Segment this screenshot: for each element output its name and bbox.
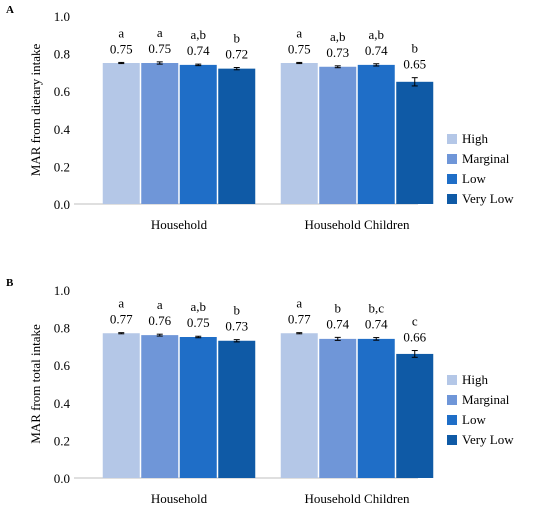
y-tick-label: 0.8 xyxy=(54,321,70,336)
y-tick-label: 0.6 xyxy=(54,358,71,373)
y-tick-label: 0.0 xyxy=(54,197,70,212)
legend-label-low: Low xyxy=(462,171,486,186)
y-tick-label: 0.2 xyxy=(54,433,70,448)
legend-swatch-low xyxy=(447,174,457,184)
data-label: 0.75 xyxy=(148,41,171,56)
data-label: 0.74 xyxy=(365,317,388,332)
legend-swatch-very-low xyxy=(447,194,457,204)
bar-marginal xyxy=(141,335,179,478)
legend-label-high: High xyxy=(462,372,489,387)
y-axis-label: MAR from total intake xyxy=(28,324,43,444)
x-category-label: Household Children xyxy=(304,491,410,506)
panel-label: B xyxy=(6,277,14,289)
significance-letter: a xyxy=(157,297,163,312)
legend-swatch-marginal xyxy=(447,395,457,405)
bar-marginal xyxy=(141,63,179,204)
significance-letter: a,b xyxy=(368,27,384,42)
x-category-label: Household xyxy=(151,217,208,232)
significance-letter: a xyxy=(157,25,163,40)
bar-low xyxy=(357,338,395,478)
legend-swatch-high xyxy=(447,375,457,385)
bar-low xyxy=(357,64,395,204)
data-label: 0.73 xyxy=(326,45,349,60)
data-label: 0.73 xyxy=(225,319,248,334)
bar-high xyxy=(280,333,318,478)
data-label: 0.75 xyxy=(187,315,210,330)
significance-letter: b xyxy=(412,41,419,56)
legend-label-marginal: Marginal xyxy=(462,392,510,407)
significance-letter: b xyxy=(234,303,241,318)
y-tick-label: 0.8 xyxy=(54,47,70,62)
legend-label-very-low: Very Low xyxy=(462,191,514,206)
legend-label-very-low: Very Low xyxy=(462,432,514,447)
y-tick-label: 0.4 xyxy=(54,122,71,137)
significance-letter: a xyxy=(118,296,124,311)
y-tick-label: 1.0 xyxy=(54,283,70,298)
significance-letter: a xyxy=(118,25,124,40)
bar-very-low xyxy=(396,81,434,204)
legend-label-marginal: Marginal xyxy=(462,151,510,166)
data-label: 0.74 xyxy=(187,43,210,58)
data-label: 0.75 xyxy=(288,41,311,56)
legend-label-high: High xyxy=(462,131,489,146)
bar-marginal xyxy=(319,66,357,204)
y-axis-label: MAR from dietary intake xyxy=(28,44,43,177)
bar-high xyxy=(102,333,140,478)
data-label: 0.74 xyxy=(326,316,349,331)
legend-swatch-low xyxy=(447,415,457,425)
significance-letter: b xyxy=(234,31,241,46)
y-tick-label: 1.0 xyxy=(54,9,70,24)
x-category-label: Household xyxy=(151,491,208,506)
data-label: 0.77 xyxy=(110,312,133,327)
y-tick-label: 0.6 xyxy=(54,84,71,99)
y-tick-label: 0.0 xyxy=(54,471,70,486)
significance-letter: b,c xyxy=(368,301,384,316)
significance-letter: a,b xyxy=(190,27,206,42)
data-label: 0.77 xyxy=(288,312,311,327)
y-tick-label: 0.4 xyxy=(54,396,71,411)
data-label: 0.76 xyxy=(148,313,171,328)
chart-panel-a: A MAR from dietary intake 0.0 0.2 0.4 0.6 0.8 1… xyxy=(6,4,514,232)
chart-panel-b: B MAR from total intake 0.0 0.2 0.4 0.6 0.8 1.0… xyxy=(6,277,514,506)
significance-letter: c xyxy=(412,314,418,329)
bar-marginal xyxy=(319,338,357,478)
significance-letter: b xyxy=(335,300,342,315)
data-label: 0.72 xyxy=(225,47,248,62)
x-category-label: Household Children xyxy=(304,217,410,232)
y-tick-label: 0.2 xyxy=(54,159,70,174)
data-label: 0.75 xyxy=(110,41,133,56)
bar-high xyxy=(280,63,318,204)
panel-label: A xyxy=(6,4,14,16)
bar-very-low xyxy=(218,68,256,204)
legend-swatch-marginal xyxy=(447,154,457,164)
legend-swatch-very-low xyxy=(447,435,457,445)
data-label: 0.74 xyxy=(365,43,388,58)
bar-low xyxy=(179,64,217,204)
significance-letter: a xyxy=(296,25,302,40)
bar-low xyxy=(179,337,217,478)
bar-very-low xyxy=(218,340,256,478)
bar-high xyxy=(102,63,140,204)
significance-letter: a,b xyxy=(190,299,206,314)
data-label: 0.65 xyxy=(403,57,426,72)
bar-very-low xyxy=(396,353,434,478)
significance-letter: a xyxy=(296,296,302,311)
legend-swatch-high xyxy=(447,134,457,144)
significance-letter: a,b xyxy=(330,29,346,44)
data-label: 0.66 xyxy=(403,330,426,345)
legend-label-low: Low xyxy=(462,412,486,427)
